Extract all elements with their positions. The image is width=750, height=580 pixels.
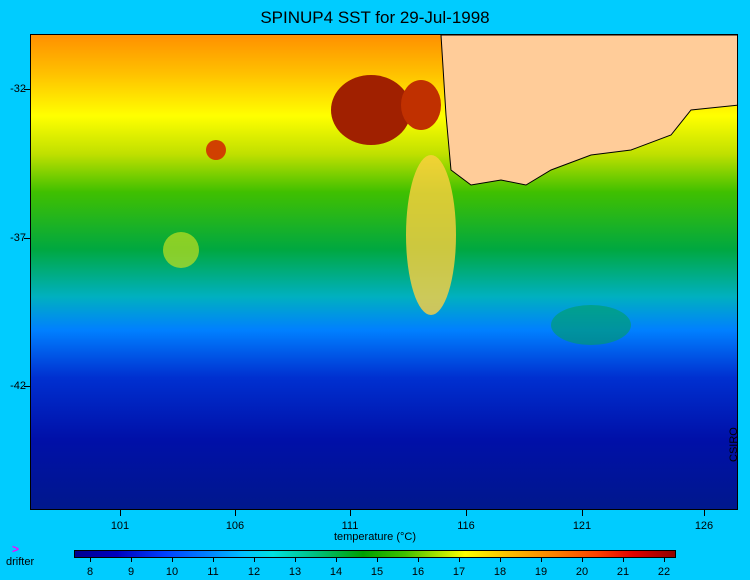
colorbar-tick (213, 558, 214, 562)
y-tick-label: -42 (10, 380, 26, 392)
plot-title: SPINUP4 SST for 29-Jul-1998 (260, 8, 490, 27)
x-tick-label: 106 (225, 520, 245, 532)
y-tick-label: -37 (10, 232, 26, 244)
colorbar-tick-label: 15 (370, 566, 384, 578)
colorbar-tick-label: 14 (329, 566, 343, 578)
colorbar-tick-label: 19 (534, 566, 548, 578)
credit-label: CSIRO (728, 427, 740, 462)
colorbar-tick (541, 558, 542, 562)
x-tick-label: 116 (457, 520, 475, 532)
drifter-marker-icon: > (12, 542, 20, 556)
warm-eddy (206, 140, 226, 160)
warm-eddy (401, 80, 441, 130)
colorbar-tick (254, 558, 255, 562)
colorbar-tick-label: 18 (493, 566, 507, 578)
x-tick (120, 510, 121, 516)
colorbar-tick-label: 8 (86, 566, 94, 578)
colorbar-tick-label: 10 (165, 566, 179, 578)
x-tick (704, 510, 705, 516)
colorbar-tick-label: 12 (247, 566, 261, 578)
colorbar-tick-label: 13 (288, 566, 302, 578)
x-tick (582, 510, 583, 516)
colorbar-tick (295, 558, 296, 562)
leeuwin-current-tongue (406, 155, 456, 315)
eddy (163, 232, 199, 268)
colorbar-tick-label: 11 (207, 566, 219, 578)
colorbar-tick (336, 558, 337, 562)
colorbar-tick (623, 558, 624, 562)
x-tick (235, 510, 236, 516)
colorbar (74, 550, 676, 558)
x-tick (350, 510, 351, 516)
colorbar-tick-label: 22 (657, 566, 671, 578)
colorbar-tick-label: 20 (575, 566, 589, 578)
colorbar-tick-label: 16 (411, 566, 425, 578)
australia-land (440, 35, 737, 186)
colorbar-tick-label: 9 (127, 566, 135, 578)
warm-eddy (331, 75, 411, 145)
colorbar-tick (664, 558, 665, 562)
x-tick-label: 126 (694, 520, 714, 532)
y-tick (24, 238, 30, 239)
colorbar-tick (90, 558, 91, 562)
colorbar-label: temperature (°C) (333, 531, 417, 543)
colorbar-tick (172, 558, 173, 562)
eddy (551, 305, 631, 345)
x-tick-label: 111 (341, 520, 359, 532)
x-tick (466, 510, 467, 516)
colorbar-tick (131, 558, 132, 562)
colorbar-tick (459, 558, 460, 562)
x-tick-label: 121 (572, 520, 592, 532)
y-tick (24, 386, 30, 387)
colorbar-tick (377, 558, 378, 562)
colorbar-tick (582, 558, 583, 562)
x-tick-label: 101 (110, 520, 130, 532)
sst-field (31, 35, 737, 509)
drifter-legend-label: drifter (6, 556, 35, 568)
y-tick (24, 89, 30, 90)
sst-map (30, 34, 738, 510)
colorbar-tick-label: 17 (452, 566, 466, 578)
colorbar-tick-label: 21 (616, 566, 630, 578)
y-tick-label: -32 (10, 83, 26, 95)
colorbar-tick (500, 558, 501, 562)
colorbar-tick (418, 558, 419, 562)
